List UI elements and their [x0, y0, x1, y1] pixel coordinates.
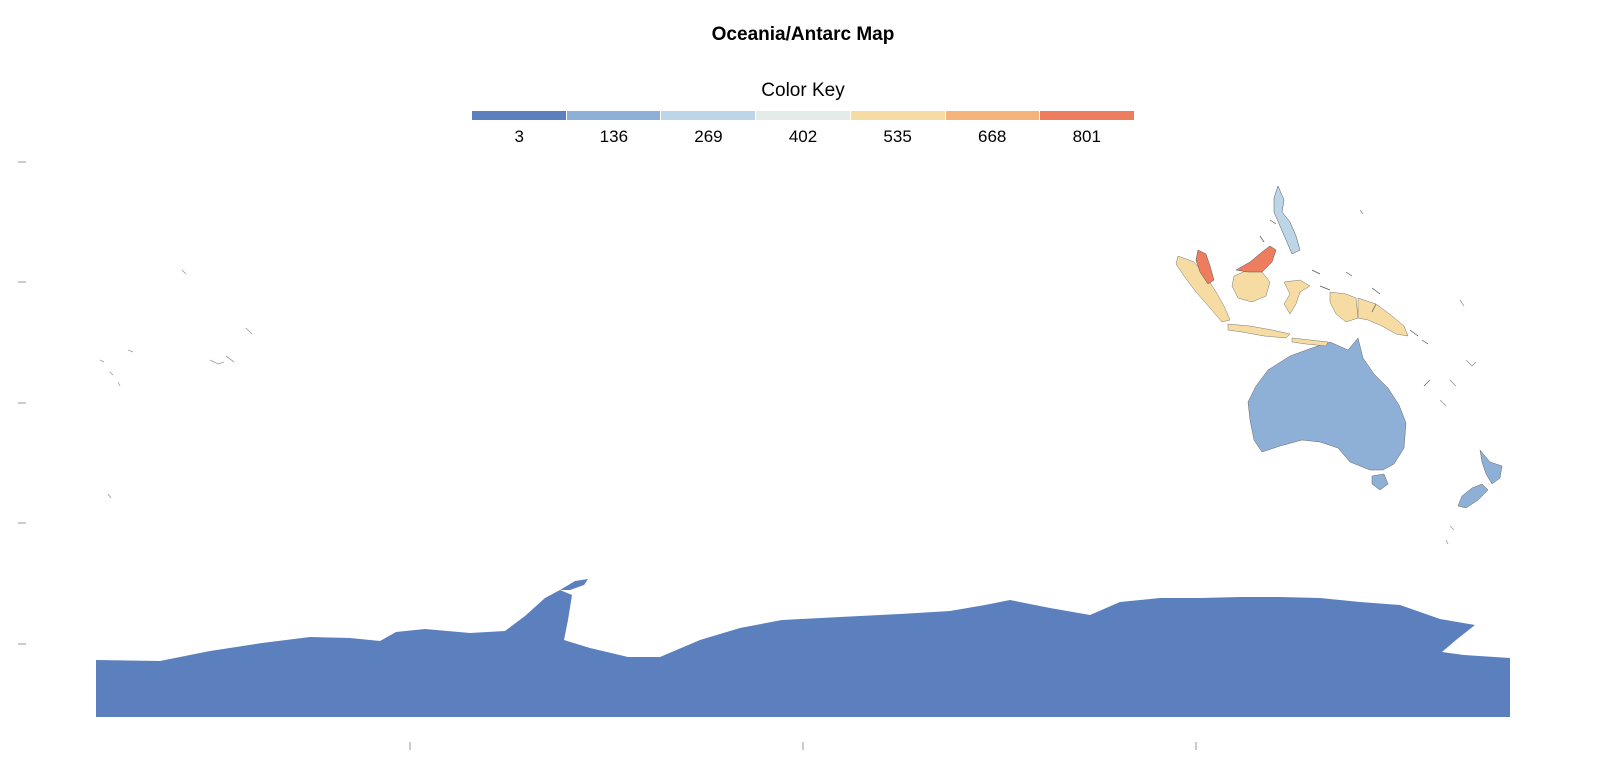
- color-key-label: 801: [1072, 127, 1101, 146]
- color-key-label: 3: [514, 127, 525, 146]
- color-key-labels: 3 136 269 402 535 668 801: [472, 127, 1134, 147]
- color-key-label: 269: [694, 127, 723, 146]
- map-title: Oceania/Antarc Map: [711, 24, 895, 45]
- region-new-zealand-north: [1479, 449, 1503, 485]
- x-axis-ticks: [409, 742, 1197, 750]
- region-philippines: [1273, 185, 1301, 255]
- region-indonesia-lesser-sunda: [1291, 337, 1329, 347]
- y-axis-ticks: [18, 161, 26, 645]
- color-key-swatch: [472, 111, 567, 120]
- color-key-label: 535: [883, 127, 912, 146]
- color-key-bar: [472, 111, 1135, 120]
- region-indonesia-kalimantan: [1231, 269, 1271, 303]
- color-key-label: 136: [599, 127, 629, 146]
- color-key-swatch: [1040, 111, 1135, 120]
- region-antarctica-peninsula-tip: [560, 579, 588, 590]
- region-australia-tasmania: [1371, 473, 1389, 491]
- region-indonesia-papua: [1329, 291, 1359, 323]
- southeast-asia-small-islands: [1259, 219, 1431, 387]
- region-australia: [1247, 337, 1407, 471]
- island-cluster: [99, 209, 1477, 545]
- region-malaysia-borneo: [1235, 245, 1277, 273]
- region-malaysia-peninsular: [1195, 249, 1215, 285]
- pacific-islands: [99, 209, 1477, 545]
- color-key-swatch: [850, 111, 946, 120]
- region-papua-new-guinea: [1357, 297, 1409, 337]
- color-key-swatch: [661, 111, 757, 120]
- region-indonesia-java: [1227, 323, 1291, 339]
- region-antarctica: [96, 590, 1510, 717]
- color-key-swatch: [756, 111, 851, 120]
- region-indonesia-sulawesi: [1283, 279, 1311, 315]
- color-key-swatch: [566, 111, 662, 120]
- island-cluster: [1259, 219, 1431, 387]
- color-key-swatch: [945, 111, 1041, 120]
- color-key-label: 668: [977, 127, 1007, 146]
- color-key-title: Color Key: [761, 80, 845, 101]
- color-key-label: 402: [788, 127, 818, 146]
- region-new-zealand-south: [1457, 483, 1489, 509]
